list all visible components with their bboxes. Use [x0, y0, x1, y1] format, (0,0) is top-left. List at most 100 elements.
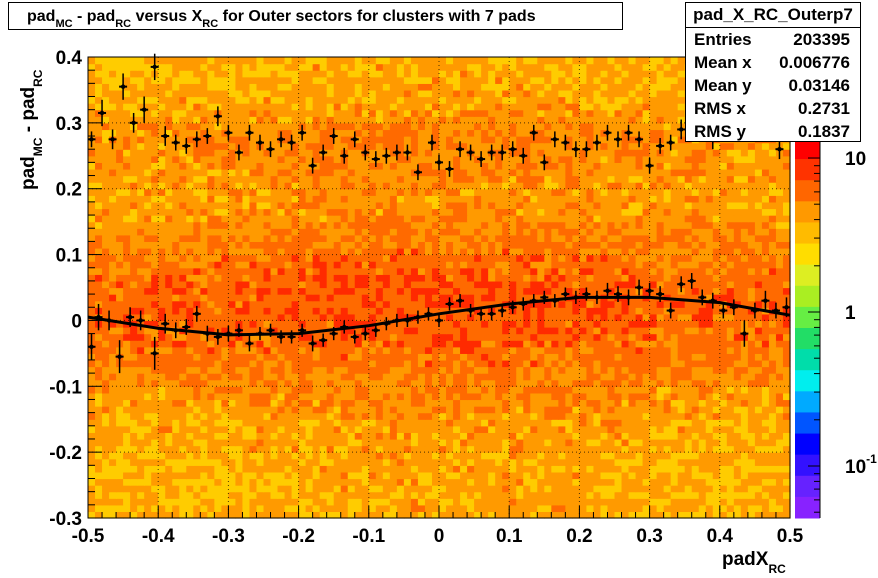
heatmap-cell	[782, 392, 791, 401]
heatmap-cell	[628, 359, 637, 368]
heatmap-cell	[221, 215, 229, 223]
heatmap-cell	[775, 241, 784, 249]
heatmap-cell	[109, 438, 117, 447]
heatmap-cell	[354, 247, 363, 256]
heatmap-cell	[453, 399, 461, 407]
heatmap-cell	[368, 307, 377, 315]
heatmap-cell	[446, 340, 454, 348]
heatmap-cell	[565, 221, 573, 229]
heatmap-cell	[326, 241, 335, 249]
heatmap-cell	[256, 399, 265, 407]
heatmap-cell	[628, 313, 637, 322]
heatmap-cell	[130, 241, 138, 249]
heatmap-cell	[656, 452, 665, 460]
heatmap-cell	[186, 195, 194, 203]
heatmap-cell	[488, 419, 496, 427]
heatmap-cell	[698, 280, 707, 289]
heatmap-cell	[312, 201, 321, 210]
heatmap-cell	[481, 241, 489, 249]
heatmap-cell	[347, 445, 356, 453]
heatmap-cell	[516, 412, 524, 420]
heatmap-cell	[635, 340, 644, 348]
heatmap-cell	[270, 412, 279, 420]
heatmap-cell	[207, 280, 215, 289]
heatmap-cell	[389, 366, 398, 374]
heatmap-cell	[488, 201, 496, 210]
heatmap-cell	[179, 406, 187, 414]
heatmap-cell	[467, 221, 475, 229]
heatmap-cell	[375, 478, 384, 486]
heatmap-cell	[439, 471, 447, 480]
heatmap-cell	[116, 261, 124, 269]
heatmap-cell	[382, 307, 391, 315]
heatmap-cell	[677, 399, 686, 407]
heatmap-cell	[649, 234, 658, 242]
heatmap-cell	[235, 274, 244, 282]
heatmap-cell	[656, 366, 665, 374]
heatmap-cell	[431, 201, 440, 210]
heatmap-cell	[656, 465, 665, 473]
heatmap-cell	[137, 432, 145, 440]
heatmap-cell	[158, 373, 166, 381]
heatmap-cell	[677, 333, 686, 341]
heatmap-cell	[193, 386, 201, 394]
heatmap-cell	[663, 438, 672, 447]
heatmap-cell	[733, 221, 742, 229]
heatmap-cell	[375, 511, 384, 519]
heatmap-cell	[403, 366, 412, 374]
heatmap-cell	[382, 247, 391, 256]
heatmap-cell	[712, 346, 721, 354]
heatmap-cell	[565, 511, 573, 519]
heatmap-cell	[312, 498, 321, 506]
heatmap-cell	[193, 452, 201, 460]
heatmap-cell	[179, 412, 187, 420]
heatmap-cell	[165, 419, 173, 427]
heatmap-cell	[516, 498, 524, 506]
heatmap-cell	[460, 208, 468, 216]
heatmap-cell	[439, 478, 447, 486]
heatmap-cell	[235, 392, 244, 401]
heatmap-cell	[481, 208, 489, 216]
heatmap-cell	[712, 247, 721, 256]
heatmap-cell	[460, 465, 468, 473]
heatmap-cell	[754, 313, 763, 322]
heatmap-cell	[333, 458, 342, 466]
heatmap-cell	[137, 353, 145, 361]
heatmap-cell	[200, 188, 208, 196]
heatmap-cell	[368, 425, 377, 433]
heatmap-cell	[467, 419, 475, 427]
heatmap-cell	[628, 399, 637, 407]
heatmap-cell	[165, 485, 173, 493]
heatmap-cell	[677, 247, 686, 256]
heatmap-cell	[263, 386, 272, 394]
heatmap-cell	[333, 438, 342, 447]
heatmap-cell	[726, 221, 735, 229]
heatmap-cell	[544, 419, 552, 427]
heatmap-cell	[340, 280, 349, 289]
heatmap-cell	[586, 438, 595, 447]
heatmap-cell	[733, 333, 742, 341]
heatmap-cell	[284, 504, 293, 513]
heatmap-cell	[677, 221, 686, 229]
heatmap-cell	[151, 234, 159, 242]
heatmap-cell	[228, 458, 237, 466]
heatmap-cell	[656, 234, 665, 242]
heatmap-cell	[691, 412, 700, 420]
heatmap-cell	[558, 320, 566, 328]
heatmap-cell	[326, 452, 335, 460]
heatmap-cell	[333, 485, 342, 493]
heatmap-cell	[312, 392, 321, 401]
heatmap-cell	[403, 221, 412, 229]
heatmap-cell	[761, 419, 770, 427]
heatmap-cell	[677, 491, 686, 499]
heatmap-cell	[649, 327, 658, 335]
heatmap-cell	[754, 498, 763, 506]
heatmap-cell	[340, 491, 349, 499]
heatmap-cell	[537, 280, 545, 289]
heatmap-cell	[761, 346, 770, 354]
heatmap-cell	[95, 478, 103, 486]
heatmap-cell	[691, 458, 700, 466]
heatmap-cell	[389, 491, 398, 499]
heatmap-cell	[474, 379, 482, 387]
heatmap-cell	[481, 471, 489, 480]
